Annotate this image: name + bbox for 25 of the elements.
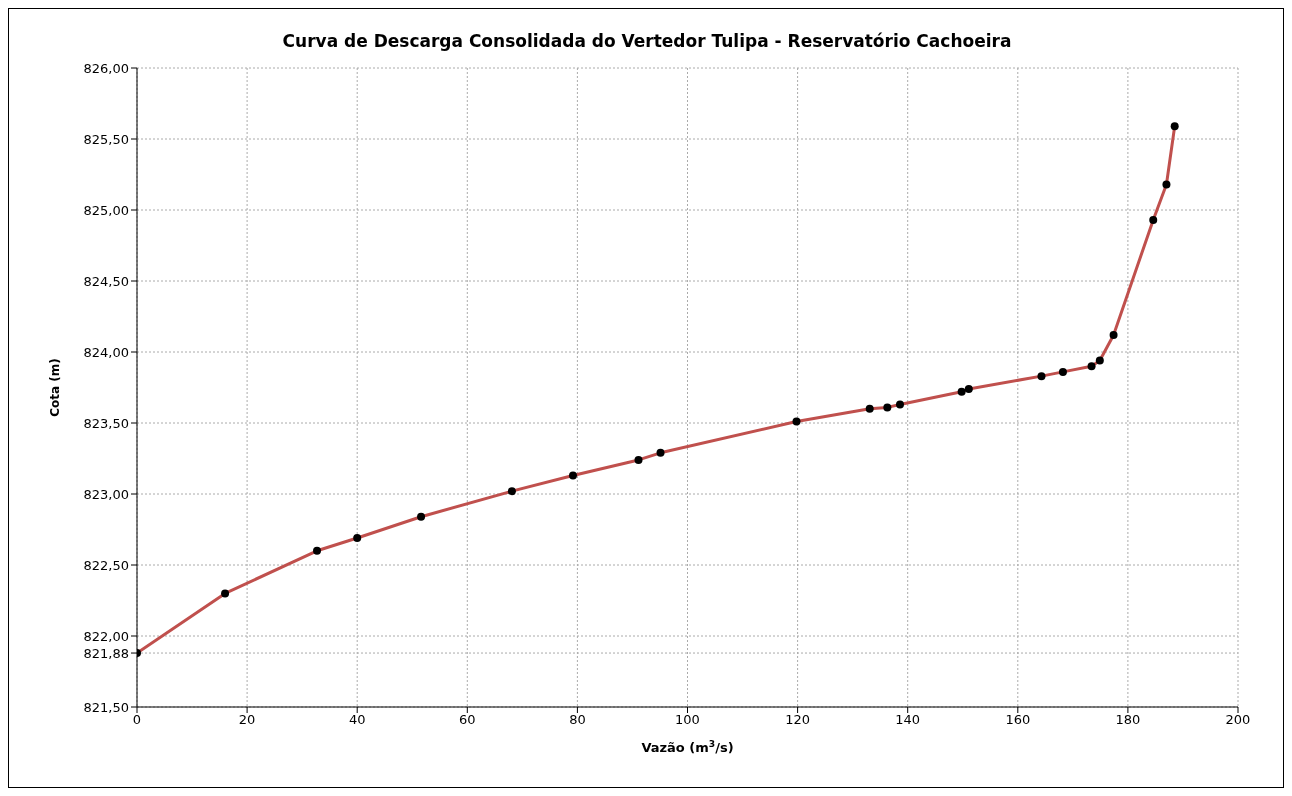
x-axis-title: Vazão (m$^{3}$/s) bbox=[641, 739, 734, 755]
y-tick-label: 826,00 bbox=[83, 60, 129, 76]
y-axis-title: Cota (m) bbox=[48, 358, 62, 417]
x-tick-label: 140 bbox=[895, 712, 921, 728]
y-tick-label: 824,00 bbox=[83, 344, 129, 360]
y-tick-label: 825,00 bbox=[83, 202, 129, 218]
x-tick-label: 100 bbox=[675, 712, 700, 728]
y-tick-label: 822,50 bbox=[83, 557, 129, 573]
y-tick-label: 823,00 bbox=[83, 486, 129, 502]
y-tick-label: 822,00 bbox=[83, 628, 129, 644]
x-tick-label: 80 bbox=[569, 712, 586, 728]
x-tick-label: 0 bbox=[132, 712, 142, 728]
y-tick-label: 823,50 bbox=[83, 415, 129, 431]
x-tick-label: 120 bbox=[785, 712, 811, 728]
x-tick-label: 160 bbox=[1005, 712, 1031, 728]
y-tick-label: 821,50 bbox=[83, 699, 129, 715]
x-tick-label: 200 bbox=[1225, 712, 1251, 728]
y-tick-label: 821,88 bbox=[83, 645, 129, 661]
y-tick-label: 825,50 bbox=[83, 131, 129, 147]
chart-title: Curva de Descarga Consolidada do Vertedor Tulipa - Reservatório Cachoeira bbox=[281, 31, 1013, 51]
x-tick-label: 40 bbox=[348, 712, 366, 728]
x-tick-label: 60 bbox=[459, 712, 476, 728]
y-tick-label: 824,50 bbox=[83, 273, 129, 289]
x-tick-label: 180 bbox=[1115, 712, 1141, 728]
x-tick-label: 20 bbox=[238, 712, 256, 728]
